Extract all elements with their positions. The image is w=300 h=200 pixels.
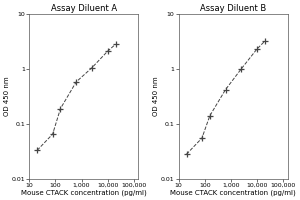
Title: Assay Diluent B: Assay Diluent B — [200, 4, 266, 13]
Y-axis label: OD 450 nm: OD 450 nm — [4, 77, 10, 116]
Y-axis label: OD 450 nm: OD 450 nm — [154, 77, 160, 116]
X-axis label: Mouse CTACK concentration (pg/ml): Mouse CTACK concentration (pg/ml) — [170, 189, 296, 196]
X-axis label: Mouse CTACK concentration (pg/ml): Mouse CTACK concentration (pg/ml) — [21, 189, 147, 196]
Title: Assay Diluent A: Assay Diluent A — [51, 4, 117, 13]
